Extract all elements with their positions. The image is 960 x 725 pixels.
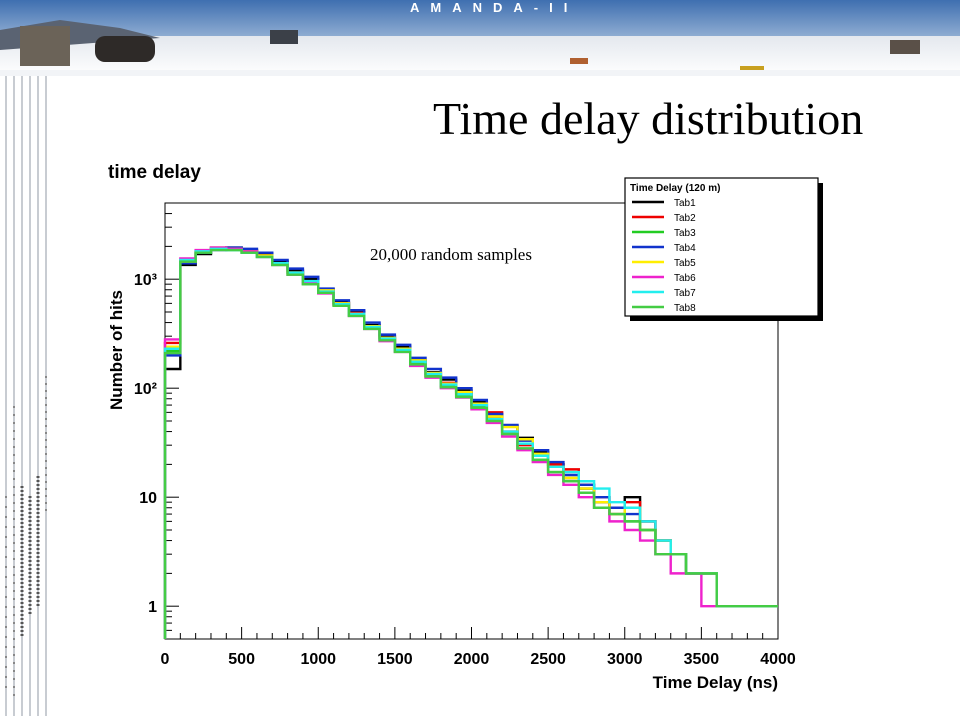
x-tick-label: 1000 (300, 651, 336, 668)
legend-label: Tab5 (674, 258, 696, 269)
series-line-tab8 (163, 248, 778, 639)
x-tick-label: 4000 (760, 651, 796, 668)
legend-label: Tab4 (674, 243, 696, 254)
legend-label: Tab3 (674, 228, 696, 239)
chart-title: time delay (108, 162, 201, 183)
legend-label: Tab1 (674, 198, 696, 209)
slide-title: Time delay distribution (433, 93, 864, 144)
banner-title: AMANDA-II (410, 0, 579, 15)
annotation-text: 20,000 random samples (370, 245, 532, 264)
y-axis-label: Number of hits (107, 290, 126, 410)
x-tick-label: 500 (228, 651, 255, 668)
x-tick-label: 2000 (454, 651, 490, 668)
y-axis-ticks: 1 10 10² 10³ (134, 202, 179, 640)
legend: Time Delay (120 m) Tab1Tab2Tab3Tab4Tab5T… (624, 177, 823, 321)
x-tick-label: 1500 (377, 651, 413, 668)
legend-title: Time Delay (120 m) (630, 183, 720, 194)
x-tick-label: 3000 (607, 651, 643, 668)
series-layer (163, 246, 778, 639)
legend-label: Tab8 (674, 303, 696, 314)
legend-label: Tab6 (674, 273, 696, 284)
legend-label: Tab7 (674, 288, 696, 299)
y-tick-label: 10² (134, 381, 157, 398)
y-tick-label: 10 (139, 490, 157, 507)
x-axis-label: Time Delay (ns) (653, 673, 778, 692)
side-decoration (0, 76, 60, 720)
panorama-image (0, 0, 960, 76)
x-tick-label: 2500 (530, 651, 566, 668)
y-tick-label: 1 (148, 599, 157, 616)
banner: AMANDA-II (0, 0, 960, 76)
x-tick-label: 0 (161, 651, 170, 668)
y-tick-label: 10³ (134, 272, 157, 289)
x-axis-ticks: 0 500 1000 1500 2000 2500 3000 3500 4000 (161, 627, 796, 668)
legend-label: Tab2 (674, 213, 696, 224)
legend-entries: Tab1 Tab2 Tab3 Tab4 Tab5 Tab6 Tab7 Tab8 (632, 198, 696, 314)
x-tick-label: 3500 (684, 651, 720, 668)
